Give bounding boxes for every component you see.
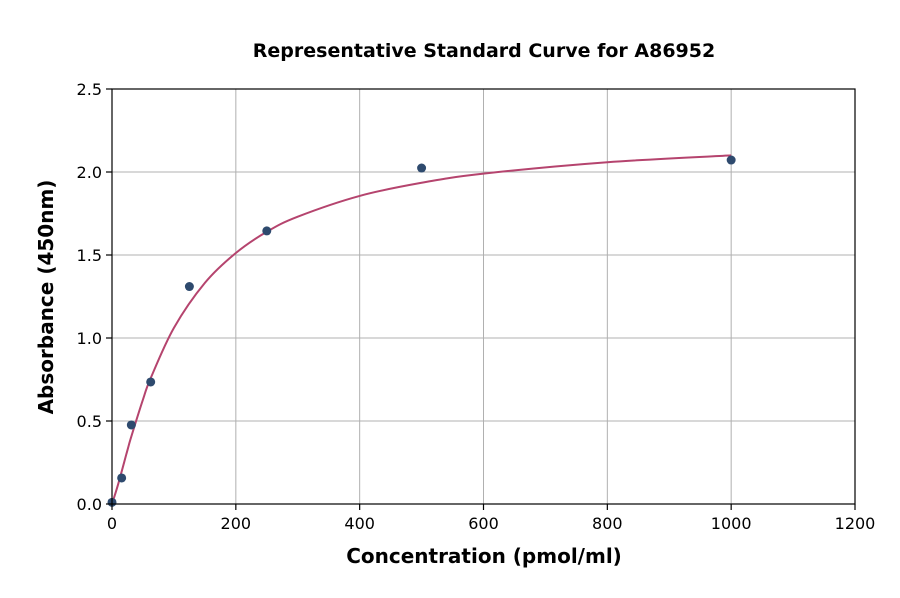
data-point bbox=[184, 282, 194, 292]
x-axis-label: Concentration (pmol/ml) bbox=[346, 544, 622, 568]
x-tick-label: 0 bbox=[107, 514, 117, 533]
data-point bbox=[417, 163, 427, 173]
y-axis-ticks: 0.0 0.5 1.0 1.5 2.0 2.5 bbox=[77, 80, 112, 514]
x-tick-label: 800 bbox=[592, 514, 623, 533]
data-points bbox=[107, 155, 736, 507]
x-tick-label: 1000 bbox=[711, 514, 752, 533]
data-point bbox=[146, 377, 156, 387]
x-tick-label: 600 bbox=[468, 514, 499, 533]
chart-title: Representative Standard Curve for A86952 bbox=[253, 40, 715, 62]
y-tick-label: 1.5 bbox=[77, 246, 102, 265]
y-tick-label: 2.0 bbox=[77, 163, 102, 182]
x-tick-label: 1200 bbox=[835, 514, 876, 533]
fit-curve-layer bbox=[111, 154, 732, 505]
fit-curve-line bbox=[111, 154, 732, 505]
y-tick-label: 0.0 bbox=[77, 495, 102, 514]
y-tick-label: 1.0 bbox=[77, 329, 102, 348]
x-tick-label: 200 bbox=[221, 514, 252, 533]
data-point bbox=[726, 155, 736, 165]
y-tick-label: 0.5 bbox=[77, 412, 102, 431]
data-point bbox=[117, 473, 127, 483]
data-point bbox=[262, 226, 272, 236]
data-point bbox=[126, 420, 136, 430]
y-axis-label: Absorbance (450nm) bbox=[34, 180, 58, 415]
x-tick-label: 400 bbox=[344, 514, 375, 533]
grid bbox=[111, 88, 856, 505]
x-axis-ticks: 0 200 400 600 800 1000 1200 bbox=[107, 504, 875, 533]
y-tick-label: 2.5 bbox=[77, 80, 102, 99]
